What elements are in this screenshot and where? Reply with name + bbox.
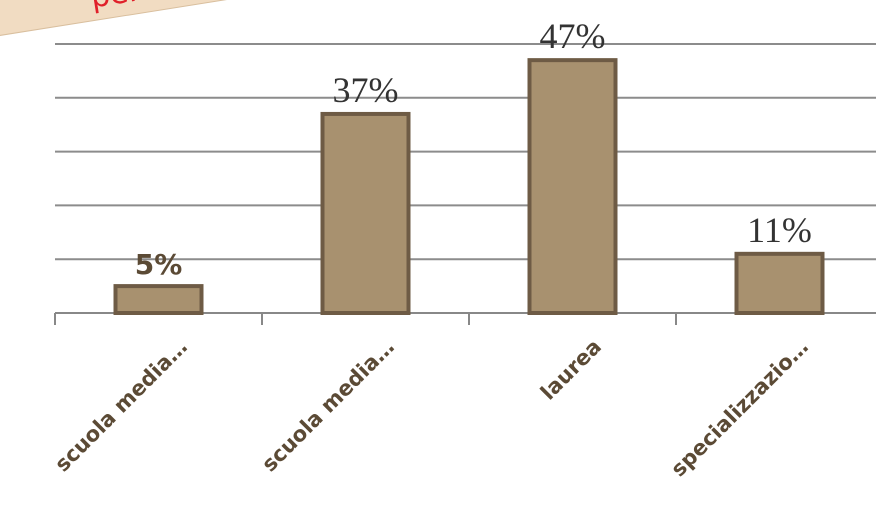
data-label: 5% [135,248,183,281]
x-tick-label: scuola media… [50,335,192,477]
bar [320,111,411,315]
data-label: 47% [540,16,606,56]
data-label: 37% [333,70,399,110]
bar [734,251,825,316]
x-tick-label: scuola media… [257,335,399,477]
bar [527,58,618,315]
note-paper [0,0,258,39]
x-tick-label: laurea [536,335,606,405]
data-label: 11% [747,210,812,250]
bar [113,284,204,316]
sticky-note: per ti [0,0,258,39]
x-tick-label: specializzazio… [666,335,813,482]
